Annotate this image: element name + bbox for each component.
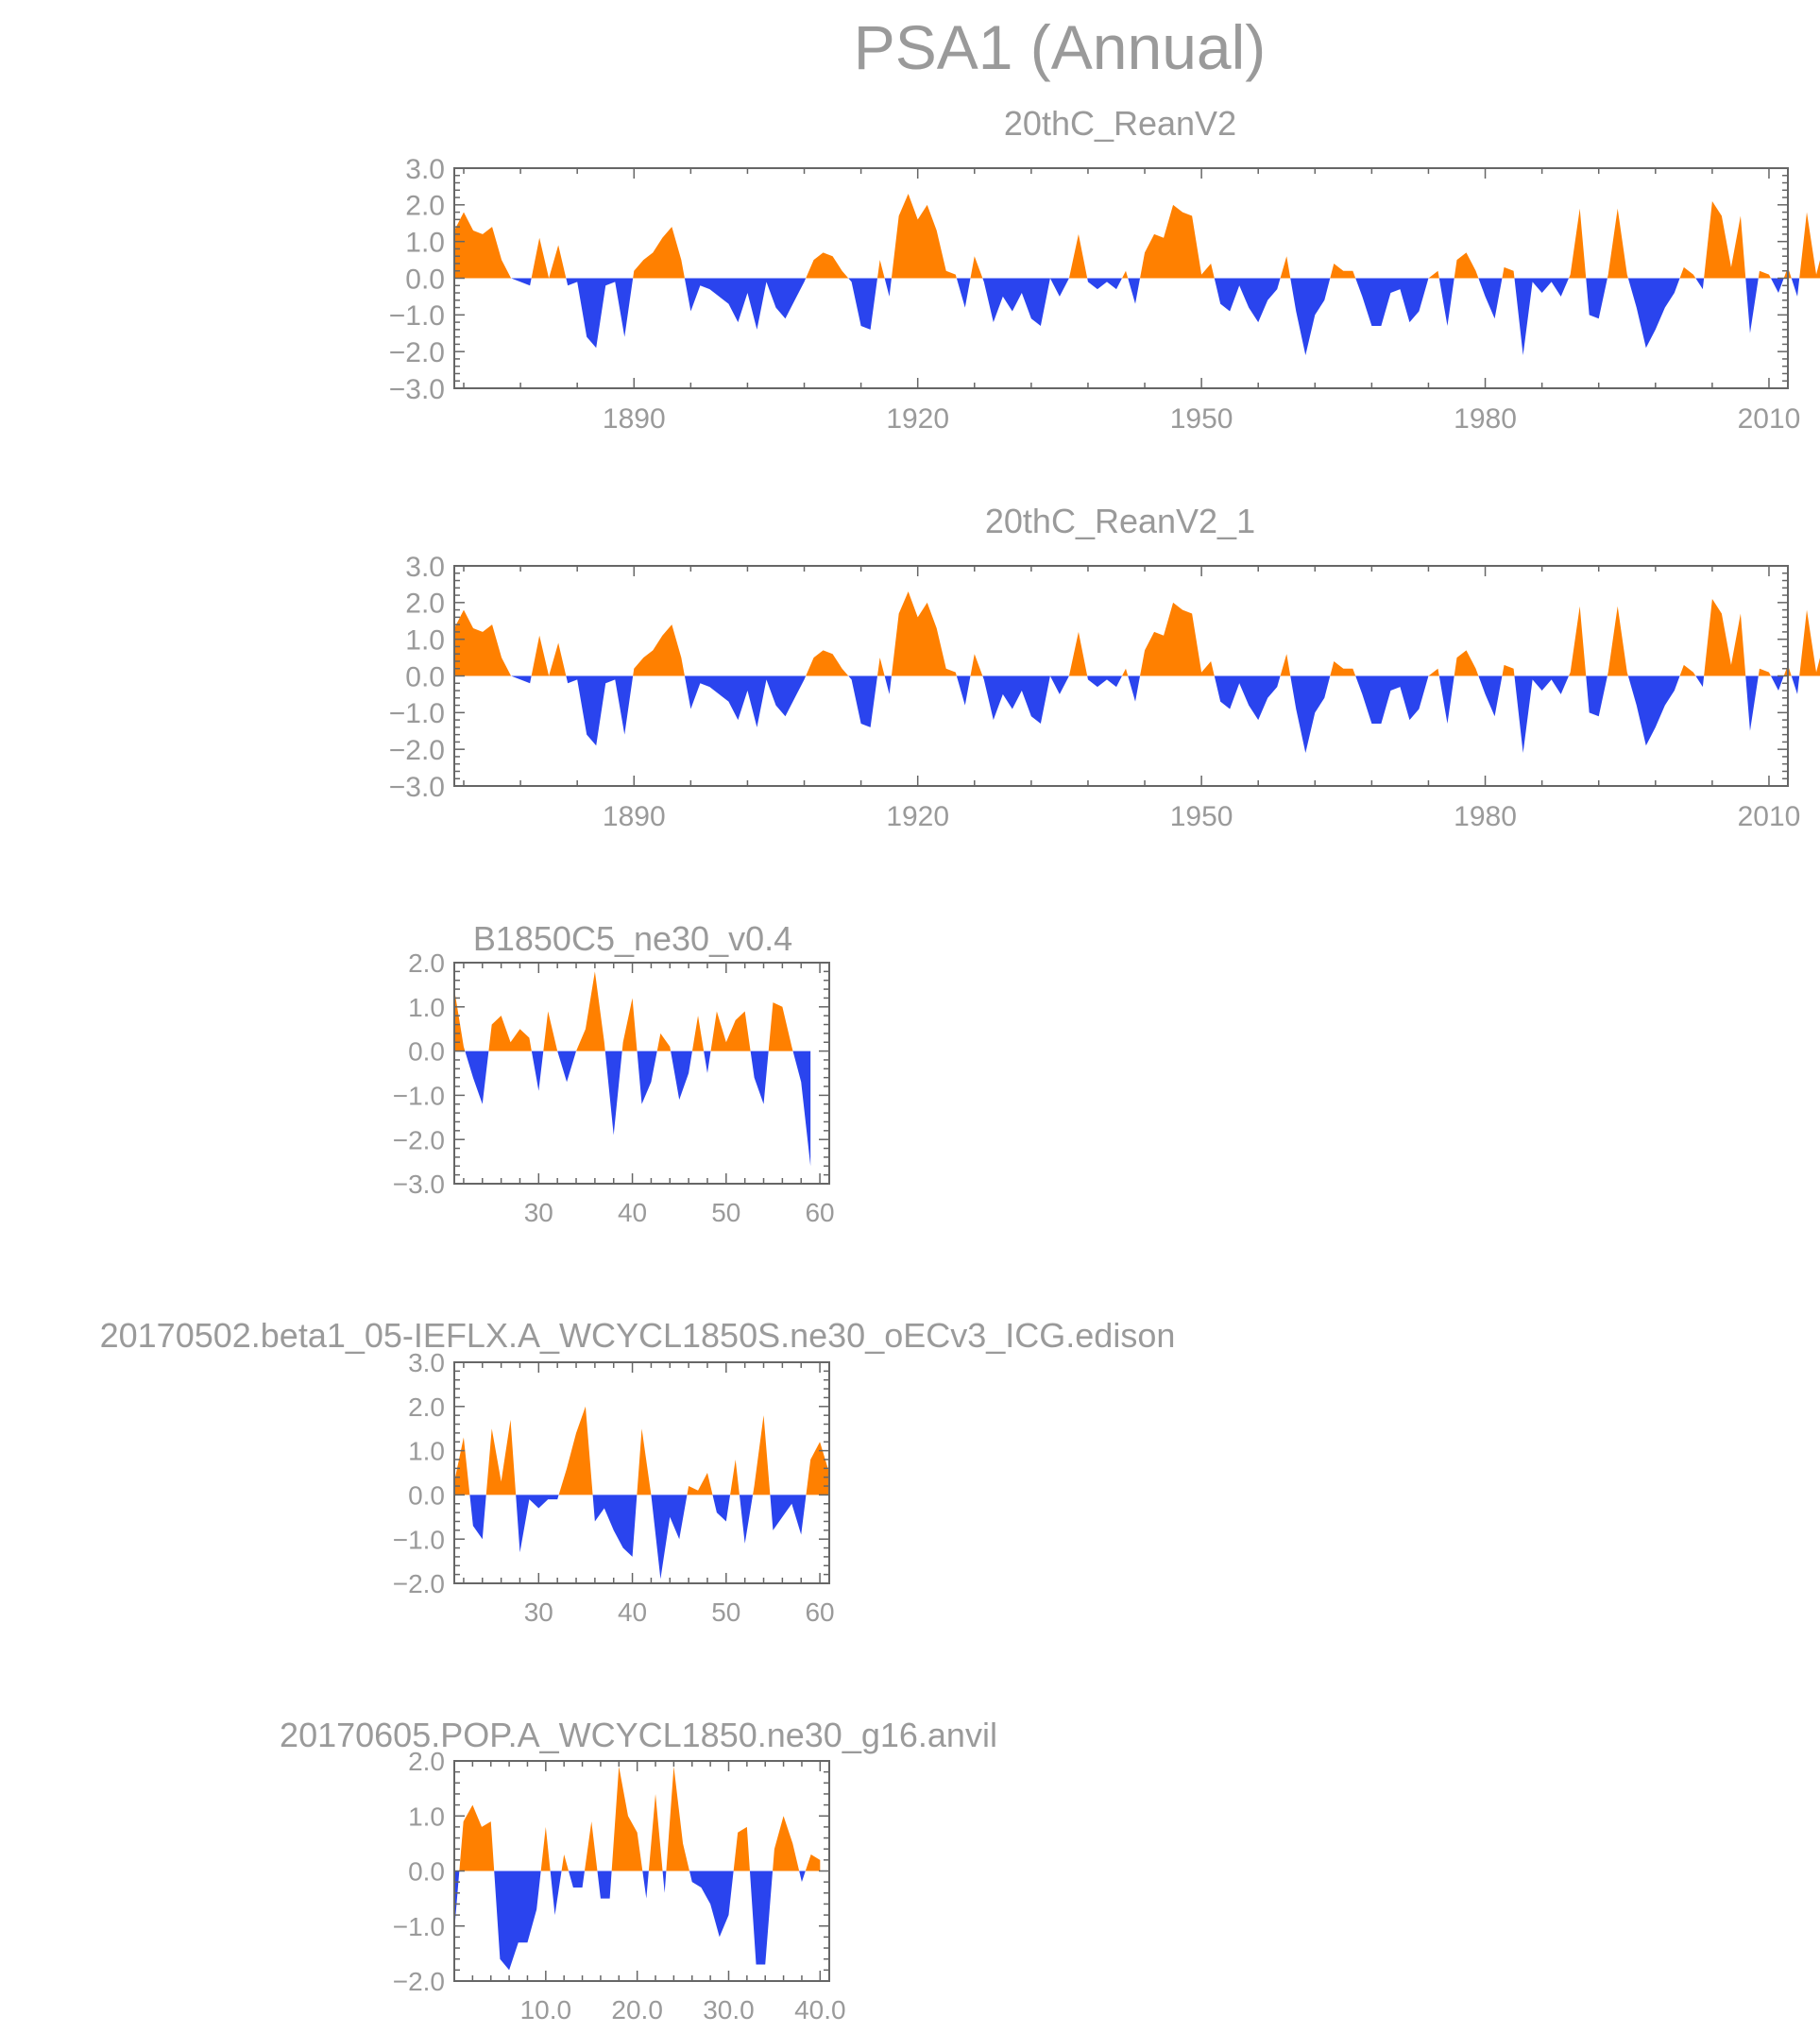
main-title: PSA1 (Annual) bbox=[854, 12, 1267, 82]
positive-area bbox=[454, 1766, 821, 1871]
y-tick-label: 1.0 bbox=[405, 624, 445, 656]
chart-title: 20thC_ReanV2_1 bbox=[985, 502, 1255, 540]
x-tick-label: 60 bbox=[805, 1198, 834, 1227]
x-tick-label: 1980 bbox=[1454, 403, 1517, 435]
x-tick-label: 1950 bbox=[1170, 801, 1233, 832]
y-tick-label: −1.0 bbox=[389, 698, 445, 729]
x-tick-label: 1920 bbox=[886, 801, 949, 832]
y-tick-label: −1.0 bbox=[393, 1912, 445, 1941]
negative-area bbox=[454, 1051, 811, 1167]
positive-area bbox=[454, 591, 1820, 676]
x-tick-label: 30.0 bbox=[703, 1995, 755, 2024]
y-tick-label: −1.0 bbox=[389, 300, 445, 332]
chart-panel-3: B1850C5_ne30_v0.4 2.0 1.0 0.0 −1.0 −2.0 −3.0 30… bbox=[393, 919, 835, 1227]
negative-area bbox=[454, 1495, 829, 1580]
chart-panel-2: 20thC_ReanV2_1 3.0 2.0 1.0 0.0 −1.0 −2.0 −3.0 18… bbox=[389, 502, 1820, 832]
chart-panel-1: 20thC_ReanV2 3.0 2.0 1.0 0.0 −1.0 −2.0 −3.0 1890… bbox=[389, 104, 1820, 435]
x-tick-label: 1890 bbox=[603, 403, 666, 435]
x-tick-label: 2010 bbox=[1738, 801, 1801, 832]
panels: 20thC_ReanV2 3.0 2.0 1.0 0.0 −1.0 −2.0 −3.0 1890… bbox=[100, 104, 1820, 2024]
chart-title: B1850C5_ne30_v0.4 bbox=[473, 919, 792, 958]
x-tick-label: 1980 bbox=[1454, 801, 1517, 832]
x-tick-label: 40 bbox=[618, 1198, 647, 1227]
y-tick-label: 2.0 bbox=[408, 1392, 445, 1422]
y-tick-label: −1.0 bbox=[393, 1525, 445, 1554]
x-tick-label: 60 bbox=[805, 1597, 834, 1627]
y-tick-label: −3.0 bbox=[393, 1170, 445, 1199]
y-tick-label: −3.0 bbox=[389, 374, 445, 405]
positive-area bbox=[454, 194, 1820, 279]
negative-area bbox=[454, 1871, 821, 1971]
x-tick-label: 1920 bbox=[886, 403, 949, 435]
y-tick-label: 1.0 bbox=[405, 227, 445, 258]
y-tick-label: 0.0 bbox=[405, 264, 445, 295]
x-tick-label: 30 bbox=[524, 1198, 553, 1227]
y-tick-label: 2.0 bbox=[408, 948, 445, 978]
chart-title: 20170502.beta1_05-IEFLX.A_WCYCL1850S.ne3… bbox=[100, 1316, 1176, 1355]
y-tick-label: −2.0 bbox=[393, 1967, 445, 1996]
y-tick-label: −2.0 bbox=[393, 1569, 445, 1598]
y-tick-label: 2.0 bbox=[405, 589, 445, 620]
y-tick-label: 0.0 bbox=[408, 1480, 445, 1510]
x-tick-label: 50 bbox=[711, 1198, 740, 1227]
plot-frame bbox=[453, 1361, 830, 1584]
y-tick-label: −3.0 bbox=[389, 772, 445, 803]
y-tick-label: −2.0 bbox=[389, 735, 445, 766]
x-tick-label: 2010 bbox=[1738, 403, 1801, 435]
x-tick-label: 10.0 bbox=[520, 1995, 572, 2024]
x-tick-label: 40 bbox=[618, 1597, 647, 1627]
y-tick-label: 0.0 bbox=[405, 661, 445, 692]
y-tick-label: 3.0 bbox=[405, 552, 445, 583]
y-tick-label: 3.0 bbox=[405, 154, 445, 185]
y-tick-label: 2.0 bbox=[408, 1747, 445, 1776]
y-tick-label: −2.0 bbox=[389, 337, 445, 368]
y-tick-label: 1.0 bbox=[408, 1802, 445, 1831]
x-tick-label: 40.0 bbox=[794, 1995, 846, 2024]
x-tick-label: 30 bbox=[524, 1597, 553, 1627]
y-tick-label: 1.0 bbox=[408, 993, 445, 1022]
positive-area bbox=[454, 971, 811, 1051]
chart-panel-4: 20170502.beta1_05-IEFLX.A_WCYCL1850S.ne3… bbox=[100, 1316, 1176, 1627]
negative-area bbox=[454, 675, 1820, 754]
chart-panel-5: 20170605.POP.A_WCYCL1850.ne30_g16.anvil2… bbox=[280, 1716, 997, 2024]
y-tick-label: 0.0 bbox=[408, 1857, 445, 1887]
y-tick-label: 2.0 bbox=[405, 191, 445, 222]
x-tick-label: 1890 bbox=[603, 801, 666, 832]
y-tick-label: 3.0 bbox=[408, 1348, 445, 1377]
x-tick-label: 50 bbox=[711, 1597, 740, 1627]
x-tick-label: 1950 bbox=[1170, 403, 1233, 435]
negative-area bbox=[454, 278, 1820, 356]
chart-title: 20170605.POP.A_WCYCL1850.ne30_g16.anvil bbox=[280, 1716, 997, 1754]
plot-frame bbox=[453, 962, 830, 1185]
y-tick-label: −2.0 bbox=[393, 1125, 445, 1154]
y-tick-label: 1.0 bbox=[408, 1437, 445, 1466]
y-tick-label: 0.0 bbox=[408, 1037, 445, 1067]
x-tick-label: 20.0 bbox=[611, 1995, 663, 2024]
y-tick-label: −1.0 bbox=[393, 1081, 445, 1110]
chart-title: 20thC_ReanV2 bbox=[1004, 104, 1236, 143]
positive-area bbox=[454, 1406, 829, 1495]
